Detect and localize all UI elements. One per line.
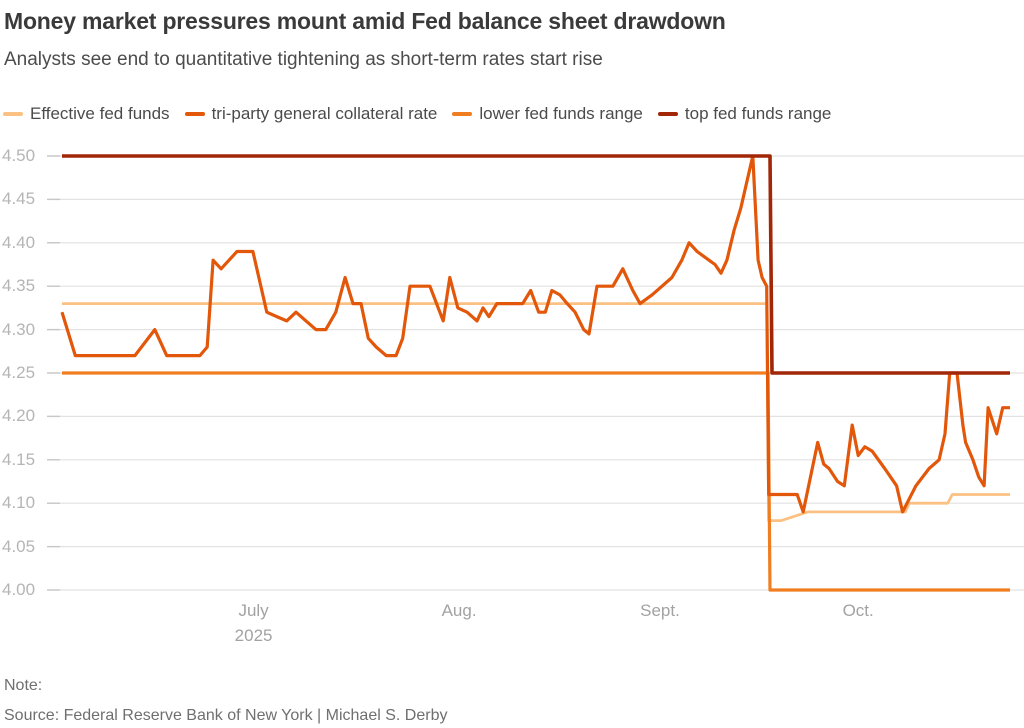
- y-axis-label: 4.15: [2, 449, 36, 469]
- x-axis-label: Sept.: [640, 601, 680, 620]
- x-axis-year-label: 2025: [234, 626, 273, 645]
- x-axis-label: Oct.: [842, 601, 874, 620]
- y-axis-label: 4.25: [2, 363, 36, 382]
- legend-label: Effective fed funds: [30, 104, 170, 123]
- y-axis-label: 4.05: [2, 536, 36, 556]
- chart-title: Money market pressures mount amid Fed ba…: [4, 8, 726, 34]
- legend-dash-icon: [452, 112, 473, 116]
- legend: Effective fed funds tri-party general col…: [3, 102, 1021, 126]
- chart-subtitle: Analysts see end to quantitative tighten…: [4, 49, 603, 70]
- y-axis-label: 4.00: [2, 580, 36, 599]
- y-axis-label: 4.10: [2, 493, 36, 513]
- legend-item-top-fed-funds-range: top fed funds range: [657, 104, 832, 124]
- legend-label: top fed funds range: [684, 104, 832, 123]
- legend-dash-icon: [3, 112, 23, 116]
- note-label: Note:: [4, 677, 43, 694]
- series-lower-fed-funds-range: [62, 371, 1010, 592]
- legend-item-lower-fed-funds-range: lower fed funds range: [452, 104, 643, 124]
- legend-label: lower fed funds range: [479, 104, 643, 123]
- series-tri-party-general-collateral-rate: [60, 154, 1010, 514]
- y-axis-label: 4.35: [2, 276, 36, 296]
- source-credit: Source: Federal Reserve Bank of New York…: [4, 707, 448, 724]
- legend-dash-icon: [657, 112, 678, 116]
- series-top-fed-funds-range: [62, 154, 1010, 375]
- legend-item-effective-fed-funds: Effective fed funds: [3, 104, 170, 124]
- y-axis-label: 4.20: [2, 406, 36, 426]
- x-axis-label: Aug.: [441, 601, 477, 620]
- legend-label: tri-party general collateral rate: [211, 104, 438, 123]
- legend-item-tri-party-general-collateral-rate: tri-party general collateral rate: [184, 104, 438, 124]
- y-axis-label: 4.30: [2, 319, 36, 339]
- series-effective-fed-funds: [62, 302, 1010, 522]
- x-axis-label: July: [238, 601, 269, 620]
- y-axis-label: 4.45: [2, 189, 36, 209]
- y-axis-label: 4.40: [2, 232, 36, 252]
- y-axis-label: 4.50: [2, 146, 36, 165]
- legend-dash-icon: [184, 112, 205, 116]
